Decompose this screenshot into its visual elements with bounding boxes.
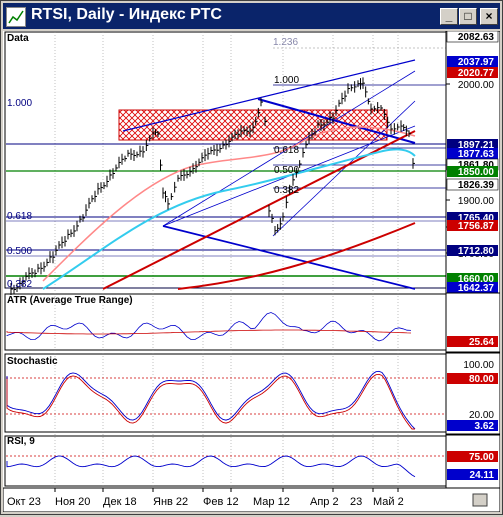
- stochastic-pane-label: Stochastic: [7, 356, 58, 367]
- red-moving-average-long: [177, 222, 416, 290]
- rsi-pane-label: RSI, 9: [7, 436, 35, 447]
- pane-frames: [4, 31, 447, 487]
- chart-area[interactable]: 1.236 1.000 1.000 0.618 0.500 0.382 0.61…: [2, 30, 501, 513]
- chart-canvas[interactable]: 1.236 1.000 1.000 0.618 0.500 0.382 0.61…: [2, 30, 501, 513]
- time-axis[interactable]: Окт 23 Ноя 20 Дек 18 Янв 22 Фев 12 Мар 12 Апр …: [2, 487, 501, 513]
- price-level-badge: [446, 178, 499, 191]
- fib-label-left-0500: 0.500: [7, 246, 32, 257]
- pink-moving-average: [42, 126, 416, 282]
- price-level-badge: [447, 220, 498, 231]
- fib-label-0382: 0.382: [274, 185, 299, 196]
- channel-upper-line: [122, 59, 416, 132]
- price-axis-label: 2000.00: [458, 80, 495, 91]
- price-level-badge-label: 1826.39: [458, 180, 495, 191]
- time-axis-label: Окт 23: [7, 496, 41, 508]
- scroll-corner-button[interactable]: [472, 493, 488, 507]
- time-axis-label: Май 2: [373, 496, 404, 508]
- price-level-badge-label: 1897.21: [458, 140, 495, 151]
- stochastic-k-line: [6, 370, 416, 430]
- time-axis-label: Апр 2: [310, 496, 339, 508]
- minimize-button[interactable]: _: [440, 8, 458, 25]
- chart-app-icon-glyph: [8, 10, 24, 24]
- price-level-badge-label: 1765.40: [458, 213, 495, 224]
- indicator-axes[interactable]: 25.64 100.00 80.00 20.003.62 75.00 24.11: [445, 292, 501, 489]
- price-level-badge-label: 1660.00: [458, 274, 495, 285]
- price-level-badge-label: 1861.80: [458, 160, 495, 171]
- price-level-badge-label: 2082.63: [458, 32, 495, 43]
- rsi-line: [6, 455, 416, 478]
- rsi-value-label: 24.11: [470, 470, 495, 481]
- pane-frame: [4, 293, 447, 351]
- time-axis-label: 23: [350, 496, 362, 508]
- atr-pane[interactable]: ATR (Average True Range): [6, 295, 412, 342]
- price-level-badge-label: 1712.80: [458, 246, 495, 257]
- rsi-lines: [6, 455, 446, 478]
- price-level-badge-label: 1642.37: [458, 283, 495, 294]
- time-axis-label: Ноя 20: [55, 496, 90, 508]
- stochastic-value-badge: [447, 420, 498, 431]
- time-axis-background: [2, 487, 501, 513]
- atr-average-line: [6, 329, 412, 335]
- atr-pane-label: ATR (Average True Range): [7, 295, 133, 306]
- price-level-badge: [447, 282, 498, 293]
- fib-label-left-0382: 0.382: [7, 279, 32, 290]
- atr-value-badge: [447, 336, 498, 347]
- fib-label-0618: 0.618: [274, 145, 299, 156]
- stochastic-pane[interactable]: Stochastic: [6, 356, 446, 430]
- price-axis[interactable]: 2000.001900.001800.001700.002082.632037.…: [445, 30, 501, 488]
- red-trend-line-upper: [102, 130, 416, 290]
- price-bars: [10, 77, 415, 295]
- price-level-badge: [447, 67, 498, 78]
- price-axis-label: 1900.00: [458, 196, 495, 207]
- cyan-moving-average: [42, 148, 416, 290]
- chart-app-icon: [6, 7, 26, 27]
- price-level-badge-label: 1850.00: [458, 167, 495, 178]
- pane-frame: [4, 435, 447, 487]
- price-level-badge: [447, 273, 498, 284]
- maximize-button[interactable]: □: [459, 8, 477, 25]
- atr-value-label: 25.64: [469, 337, 494, 348]
- price-level-badge: [447, 245, 498, 256]
- rsi-axis-label: 75.00: [469, 452, 494, 463]
- time-axis-label: Дек 18: [103, 496, 137, 508]
- time-axis-label: Янв 22: [153, 496, 188, 508]
- close-button[interactable]: ×: [480, 8, 498, 25]
- stochastic-axis-label: 100.00: [463, 360, 494, 371]
- price-level-badge: [447, 166, 498, 177]
- price-level-badge: [447, 139, 498, 150]
- window-title: RTSI, Daily - Индекс РТС: [31, 6, 222, 23]
- down-trend-line: [257, 98, 416, 144]
- pane-frame: [4, 353, 447, 433]
- price-level-badge: [447, 148, 498, 159]
- stochastic-lines: [6, 370, 446, 430]
- main-pane[interactable]: 1.236 1.000 1.000 0.618 0.500 0.382 0.61…: [6, 33, 446, 295]
- stochastic-axis-label: 80.00: [469, 374, 494, 385]
- stochastic-80-badge: [447, 373, 498, 384]
- price-level-badge-label: 2037.97: [458, 57, 495, 68]
- price-level-badge-label: 1756.87: [458, 221, 495, 232]
- main-pane-label: Data: [7, 33, 29, 44]
- fib-label-1000-right: 1.000: [274, 75, 299, 86]
- fib-label-top: 1.236: [273, 37, 298, 48]
- price-level-badge-label: 1877.63: [458, 149, 495, 160]
- price-level-badge: [447, 56, 498, 67]
- rsi-value-badge: [447, 469, 498, 480]
- stochastic-axis-label: 20.00: [469, 410, 494, 421]
- price-level-badge: [447, 212, 498, 223]
- rsi-75-badge: [447, 451, 498, 462]
- rsi-pane[interactable]: RSI, 9: [6, 436, 446, 478]
- price-level-badge-label: 2020.77: [458, 68, 495, 79]
- price-level-badge: [446, 30, 499, 43]
- atr-line: [6, 312, 412, 342]
- stochastic-value-label: 3.62: [475, 421, 495, 432]
- fib-label-left-0618: 0.618: [7, 211, 32, 222]
- time-axis-label: Мар 12: [253, 496, 290, 508]
- title-bar[interactable]: RTSI, Daily - Индекс РТС _ □ ×: [3, 3, 500, 29]
- time-axis-label: Фев 12: [203, 496, 239, 508]
- stochastic-d-line: [6, 373, 415, 430]
- atr-lines: [6, 312, 412, 342]
- fib-label-1000-left: 1.000: [7, 98, 32, 109]
- fib-label-0500: 0.500: [274, 165, 299, 176]
